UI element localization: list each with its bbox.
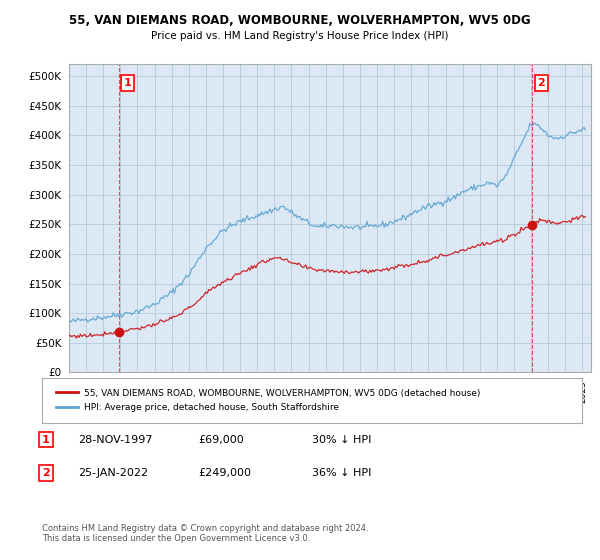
Text: 30% ↓ HPI: 30% ↓ HPI	[312, 435, 371, 445]
Text: Contains HM Land Registry data © Crown copyright and database right 2024.
This d: Contains HM Land Registry data © Crown c…	[42, 524, 368, 543]
Legend: 55, VAN DIEMANS ROAD, WOMBOURNE, WOLVERHAMPTON, WV5 0DG (detached house), HPI: A: 55, VAN DIEMANS ROAD, WOMBOURNE, WOLVERH…	[52, 385, 484, 416]
Text: 1: 1	[124, 78, 131, 88]
Text: £69,000: £69,000	[198, 435, 244, 445]
Text: 2: 2	[42, 468, 50, 478]
Text: 1: 1	[42, 435, 50, 445]
Text: 2: 2	[538, 78, 545, 88]
Text: 36% ↓ HPI: 36% ↓ HPI	[312, 468, 371, 478]
Text: 25-JAN-2022: 25-JAN-2022	[78, 468, 148, 478]
Text: £249,000: £249,000	[198, 468, 251, 478]
Text: 28-NOV-1997: 28-NOV-1997	[78, 435, 152, 445]
Text: Price paid vs. HM Land Registry's House Price Index (HPI): Price paid vs. HM Land Registry's House …	[151, 31, 449, 41]
Text: 55, VAN DIEMANS ROAD, WOMBOURNE, WOLVERHAMPTON, WV5 0DG: 55, VAN DIEMANS ROAD, WOMBOURNE, WOLVERH…	[69, 14, 531, 27]
